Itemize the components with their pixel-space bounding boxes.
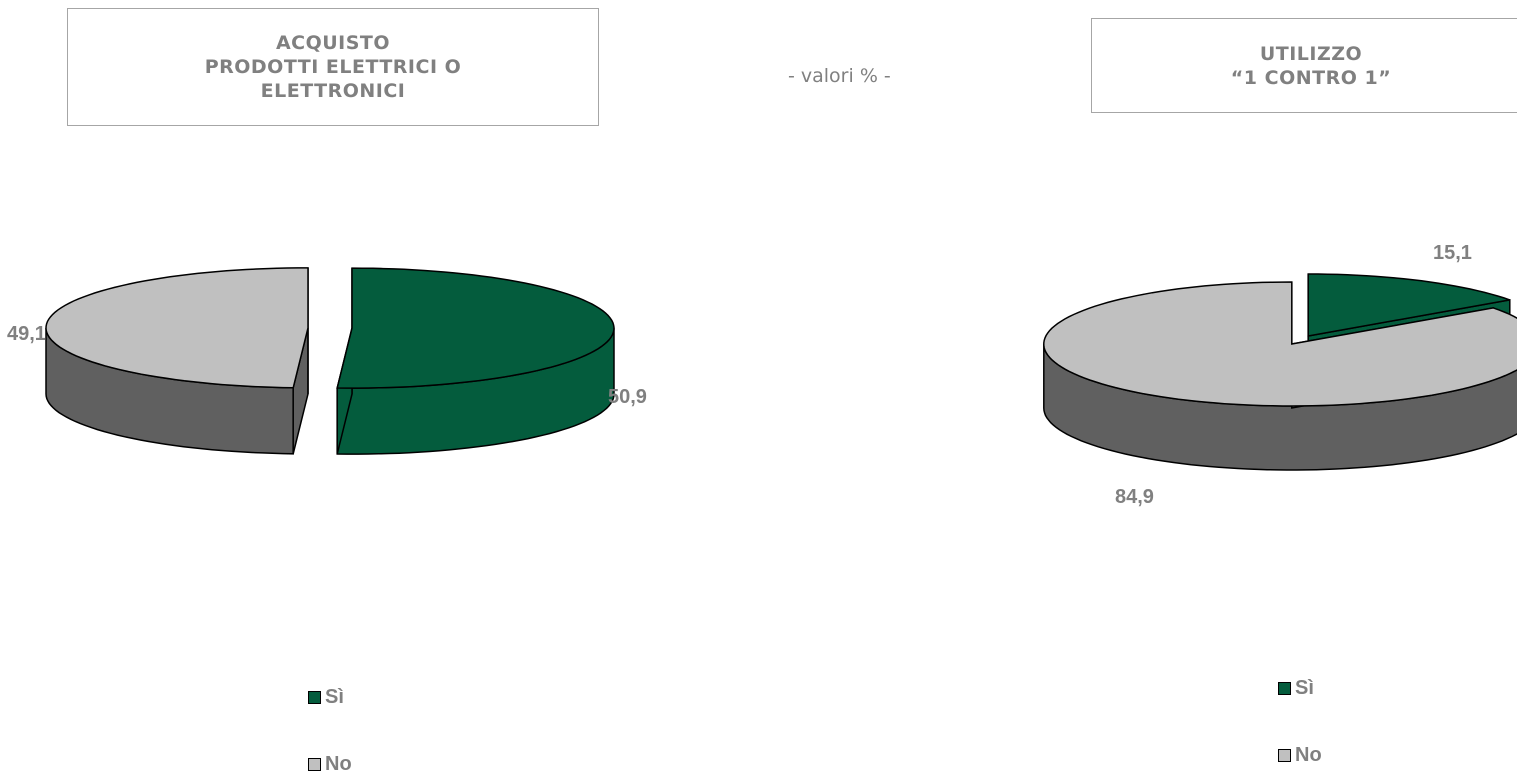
chart-1-title-line: ELETTRONICI (260, 80, 406, 102)
pie-2-label-si: 15,1 (1433, 242, 1472, 264)
pie-2-label-no: 84,9 (1115, 486, 1154, 508)
pie-slice-top-si (336, 267, 615, 389)
chart-1-title: ACQUISTO PRODOTTI ELETTRICI O ELETTRONIC… (67, 8, 599, 126)
chart-2-title-line: UTILIZZO (1259, 42, 1363, 65)
legend-label: Sì (1295, 677, 1314, 699)
chart-2-title: UTILIZZO “1 CONTRO 1” (1091, 18, 1517, 113)
legend-item-si: Sì (1278, 677, 1322, 700)
pie-slice-top-no (45, 267, 309, 389)
legend-swatch-si (1278, 682, 1291, 695)
legend-swatch-si (308, 691, 321, 704)
pie-chart-2 (1043, 273, 1517, 471)
pie-slice-top-no (1043, 281, 1517, 407)
pie-slice-top-si (1307, 273, 1511, 337)
pie-1-label-si: 50,9 (608, 386, 647, 408)
legend-item-si: Sì (308, 686, 352, 709)
legend-label: No (1295, 744, 1322, 766)
legend-swatch-no (1278, 749, 1291, 762)
legend-item-no: No (308, 753, 352, 776)
chart-2-title-line: “1 CONTRO 1” (1230, 66, 1392, 89)
legend-label: Sì (325, 686, 344, 708)
pie-chart-1 (45, 267, 615, 455)
chart-1-title-line: PRODOTTI ELETTRICI O (204, 56, 462, 78)
chart-2-legend: Sì No (1278, 677, 1322, 767)
pie-1-label-no: 49,1 (7, 323, 46, 345)
legend-label: No (325, 753, 352, 775)
chart-1-title-line: ACQUISTO (275, 32, 391, 54)
legend-item-no: No (1278, 744, 1322, 767)
chart-subtitle: - valori % - (788, 65, 891, 87)
chart-1-legend: Sì No (308, 686, 352, 776)
legend-swatch-no (308, 758, 321, 771)
